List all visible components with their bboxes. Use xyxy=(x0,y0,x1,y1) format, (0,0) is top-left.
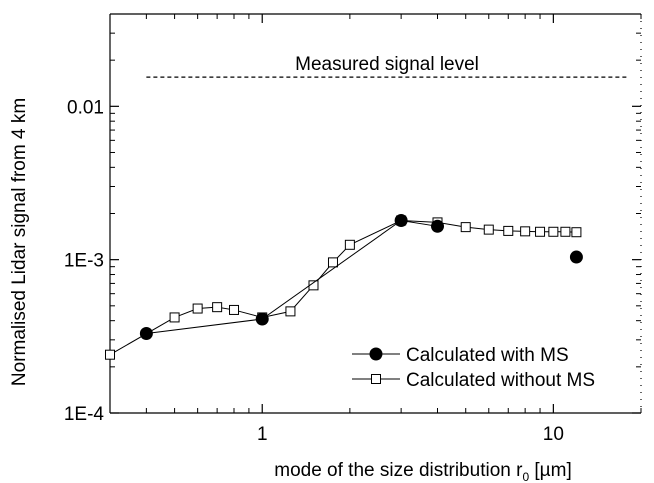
series-without-ms-point xyxy=(535,226,546,237)
legend-marker-filled-circle xyxy=(369,347,383,361)
legend-marker-open-square xyxy=(371,374,381,384)
series-with-ms-point xyxy=(569,250,583,264)
series-layer xyxy=(105,214,583,360)
series-with-ms-point xyxy=(431,219,445,233)
tick-labels: 1 10 1E-4 1E-3 0.01 xyxy=(64,97,564,445)
legend-label: Calculated with MS xyxy=(406,345,569,366)
series-with-ms-point xyxy=(255,312,269,326)
series-without-ms-point xyxy=(548,226,559,237)
series-with-ms xyxy=(139,214,583,340)
series-without-ms-point xyxy=(327,257,338,268)
x-axis-label-unit: [µm] xyxy=(529,460,572,481)
series-without-ms-point xyxy=(460,222,471,233)
series-with-ms-line xyxy=(146,219,438,334)
series-without-ms-point xyxy=(520,226,531,237)
measured-signal-label: Measured signal level xyxy=(295,54,479,75)
x-axis-label: mode of the size distribution r0 [µm] xyxy=(274,460,572,483)
series-without-ms-point xyxy=(229,304,240,315)
legend-label: Calculated without MS xyxy=(406,370,595,391)
series-without-ms-point xyxy=(560,226,571,237)
series-without-ms xyxy=(105,215,582,360)
y-tick-label: 1E-3 xyxy=(64,251,104,272)
series-without-ms-point xyxy=(344,239,355,250)
series-without-ms-point xyxy=(192,303,203,314)
series-without-ms-point xyxy=(285,306,296,317)
reference-line-group: Measured signal level xyxy=(146,54,628,78)
series-without-ms-point xyxy=(503,225,514,236)
series-without-ms-point xyxy=(212,302,223,313)
legend: Calculated with MS Calculated without MS xyxy=(352,345,595,391)
y-axis-label: Normalised Lidar signal from 4 km xyxy=(9,98,30,386)
x-tick-label: 1 xyxy=(257,424,268,445)
y-tick-label: 0.01 xyxy=(67,97,104,118)
x-tick-label: 10 xyxy=(543,424,564,445)
series-with-ms-point xyxy=(394,214,408,228)
x-axis-label-main: mode of the size distribution r xyxy=(274,460,523,481)
tick-marks xyxy=(109,13,642,414)
series-without-ms-point xyxy=(169,312,180,323)
x-axis-label-subscript: 0 xyxy=(522,470,529,483)
series-without-ms-line xyxy=(109,220,577,356)
series-with-ms-point xyxy=(139,326,153,340)
y-tick-label: 1E-4 xyxy=(64,404,105,425)
series-without-ms-point xyxy=(105,349,115,360)
series-without-ms-point xyxy=(571,227,582,238)
series-without-ms-point xyxy=(483,224,494,235)
